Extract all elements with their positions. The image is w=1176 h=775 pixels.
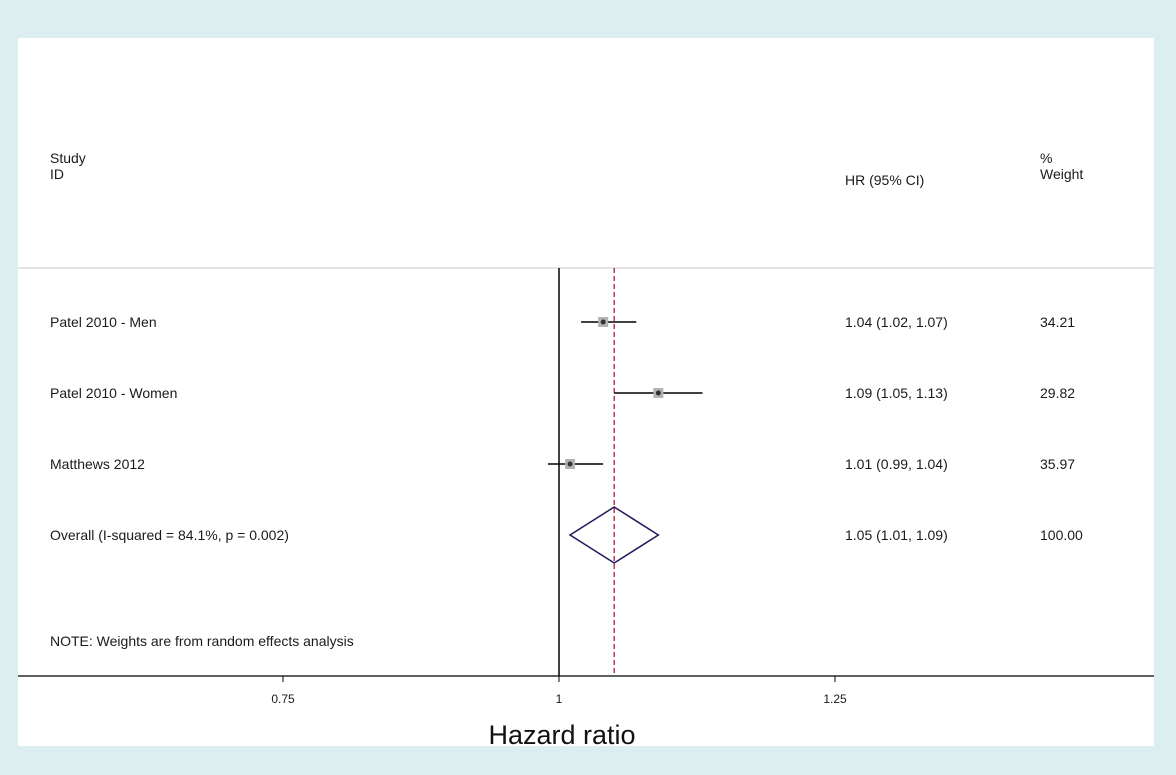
study-weight-2: 35.97 [1040, 456, 1076, 472]
overall-hr: 1.05 (1.01, 1.09) [845, 527, 948, 543]
overall-weight: 100.00 [1040, 527, 1083, 543]
overall-diamond [568, 506, 660, 564]
x-tick-label-0: 0.75 [271, 692, 295, 706]
study-hr-1: 1.09 (1.05, 1.13) [845, 385, 948, 401]
study-weight-1: 29.82 [1040, 385, 1076, 401]
study-header-line2: ID [50, 166, 64, 182]
study-header: Study ID [50, 150, 86, 182]
point-estimate-2 [567, 461, 573, 467]
plot-panel [18, 38, 1154, 746]
study-header-line1: Study [50, 150, 86, 166]
overall-name: Overall (I-squared = 84.1%, p = 0.002) [50, 527, 289, 543]
weight-header-line1: % [1040, 150, 1053, 166]
study-name-0: Patel 2010 - Men [50, 314, 157, 330]
point-estimate-0 [600, 319, 606, 325]
x-axis-title: Hazard ratio [488, 720, 635, 750]
study-hr-0: 1.04 (1.02, 1.07) [845, 314, 948, 330]
weights-note: NOTE: Weights are from random effects an… [50, 633, 354, 649]
point-estimate-1 [655, 390, 661, 396]
weight-header: % Weight [1040, 150, 1083, 182]
weight-header-line2: Weight [1040, 166, 1084, 182]
x-tick-label-2: 1.25 [823, 692, 847, 706]
hr-header: HR (95% CI) [845, 172, 925, 188]
study-name-1: Patel 2010 - Women [50, 385, 178, 401]
study-hr-2: 1.01 (0.99, 1.04) [845, 456, 948, 472]
study-name-2: Matthews 2012 [50, 456, 145, 472]
study-weight-0: 34.21 [1040, 314, 1076, 330]
x-tick-label-1: 1 [556, 692, 563, 706]
